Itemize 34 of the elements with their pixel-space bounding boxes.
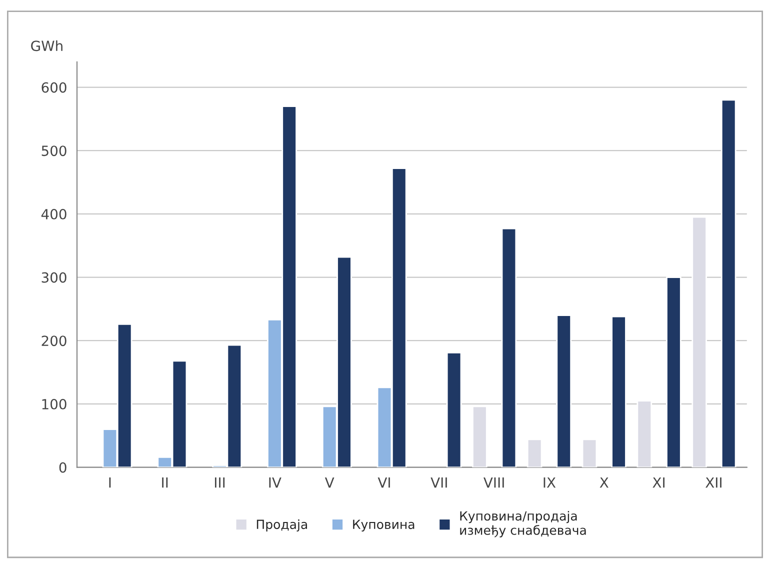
bar <box>446 352 462 468</box>
y-tick-label: 500 <box>42 146 66 156</box>
y-tick-label: 0 <box>59 462 66 473</box>
bar <box>582 438 598 468</box>
x-tick-label: IV <box>269 477 282 488</box>
bar <box>692 216 707 468</box>
x-tick-label: IX <box>544 477 556 488</box>
x-tick-label: II <box>162 477 168 488</box>
y-tick-label: 400 <box>41 208 66 220</box>
y-tick-label: 200 <box>42 336 66 346</box>
legend-label: Куповина <box>353 520 414 532</box>
x-tick-label: VII <box>430 477 447 488</box>
x-tick-label: XI <box>652 477 664 488</box>
x-tick-label: VI <box>378 477 390 488</box>
bar <box>636 400 652 468</box>
legend-label: Продаја <box>256 519 307 532</box>
bar <box>666 276 682 468</box>
x-tick-label: VIII <box>484 477 504 488</box>
y-tick-label: 100 <box>42 398 66 410</box>
y-tick-label: 600 <box>42 82 66 93</box>
bar <box>472 406 488 468</box>
x-tick-label: X <box>600 477 608 488</box>
bar <box>501 228 517 468</box>
y-tick-label: 300 <box>42 272 66 283</box>
bar <box>526 438 542 468</box>
bar <box>720 99 736 468</box>
x-tick-label: I <box>109 477 111 488</box>
bar <box>556 314 572 468</box>
y-axis-title: GWh <box>31 40 62 52</box>
x-tick-label: V <box>324 477 334 488</box>
x-tick-label: III <box>214 477 225 488</box>
legend-label: Куповина/продаја између снабдевача <box>460 510 586 538</box>
x-tick-label: XII <box>706 477 722 488</box>
bar <box>611 316 626 468</box>
